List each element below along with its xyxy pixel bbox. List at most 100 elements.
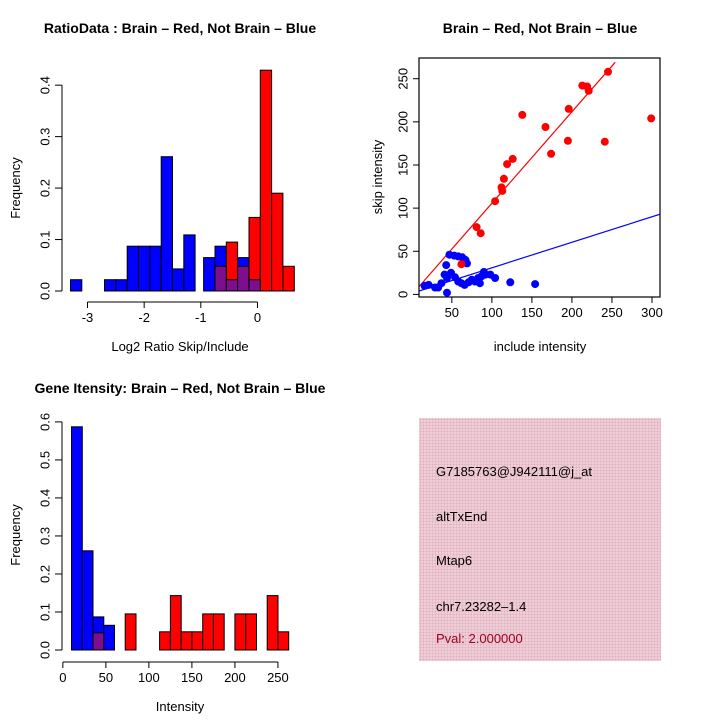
bar	[126, 245, 139, 292]
bar	[212, 613, 225, 651]
intensity-scatter-title: Brain – Red, Not Brain – Blue	[442, 20, 638, 36]
panel-intensity-scatter: 50 100 150 200 250 300 0 50 100 150 200 250 Brain –…	[360, 0, 720, 360]
y-tick-label: 0.4	[37, 76, 52, 94]
bar	[225, 279, 239, 292]
data-point	[604, 67, 612, 76]
data-point	[600, 137, 609, 146]
bar	[237, 265, 250, 292]
brain-fit-line	[419, 61, 616, 287]
y-tick-label: 100	[395, 197, 410, 219]
data-point	[491, 274, 500, 282]
y-tick-label: 0.0	[37, 282, 52, 300]
data-point	[472, 223, 481, 232]
x-tick-label: 50	[99, 670, 113, 685]
y-tick-label: 200	[395, 111, 410, 133]
probe-id-text: G7185763@J942111@j_at	[436, 464, 593, 479]
pval-text: Pval: 2.000000	[436, 631, 523, 646]
bar	[277, 631, 290, 651]
x-tick-label: 200	[561, 305, 583, 320]
bar	[245, 613, 257, 651]
y-tick-label: 0.2	[37, 179, 52, 197]
y-tick-label: 0.0	[37, 641, 52, 659]
bar	[266, 595, 279, 651]
y-tick-label: 50	[395, 244, 410, 258]
ratio-histogram-chart: -3 -2 -1 0 0.0 0.1 0.2 0.3 0.4	[37, 69, 295, 325]
x-tick-label: 250	[267, 670, 289, 685]
bar	[234, 613, 247, 651]
data-point	[476, 229, 485, 238]
data-point	[503, 160, 512, 169]
bar	[180, 631, 193, 651]
bar	[202, 613, 214, 651]
data-point	[541, 123, 550, 131]
bar	[203, 257, 216, 292]
y-tick-label: 150	[395, 154, 410, 176]
y-tick-label: 0	[395, 291, 410, 298]
series-not-brain-points	[420, 250, 540, 297]
bar	[183, 234, 196, 292]
y-tick-label: 0.1	[37, 231, 52, 249]
bar	[103, 624, 115, 651]
data-point	[475, 279, 484, 288]
x-tick-label: 200	[224, 670, 246, 685]
ratio-histogram-x-axis-label: Log2 Ratio Skip/Include	[111, 339, 249, 354]
y-tick-label: 0.4	[37, 489, 52, 507]
gene-intensity-histogram-title: Gene Itensity: Brain – Red, Not Brain – …	[34, 380, 326, 396]
series-brain-red	[225, 69, 295, 292]
data-point	[563, 136, 572, 145]
plot-box	[418, 57, 661, 298]
y-tick-label: 0.1	[37, 603, 52, 621]
x-tick-label: 0	[59, 670, 66, 685]
y-axis: 0 50 100 150 200 250	[395, 68, 419, 298]
data-point	[442, 261, 451, 270]
bar	[172, 268, 185, 292]
event-info-box: G7185763@J942111@j_at altTxEnd Mtap6 chr…	[419, 418, 661, 661]
bar	[149, 245, 162, 292]
x-tick-label: 150	[181, 670, 203, 685]
y-tick-label: 0.2	[37, 565, 52, 583]
data-point	[491, 197, 500, 206]
y-tick-label: 0.6	[37, 413, 52, 431]
data-point	[499, 174, 508, 183]
x-tick-label: 50	[445, 305, 459, 320]
data-point	[506, 278, 515, 287]
y-tick-label: 0.3	[37, 128, 52, 146]
bar	[81, 550, 94, 651]
data-point	[547, 149, 556, 158]
data-point	[584, 86, 593, 95]
data-point	[443, 288, 451, 297]
x-axis: 50 100 150 200 250 300	[445, 297, 663, 320]
ratio-histogram-title: RatioData : Brain – Red, Not Brain – Blu…	[43, 20, 317, 36]
series-brain-points	[457, 67, 656, 269]
gene-intensity-x-axis-label: Intensity	[155, 699, 205, 714]
y-tick-label: 0.3	[37, 527, 52, 545]
intensity-scatter-y-axis-label: skip intensity	[370, 139, 385, 215]
bar	[169, 595, 182, 651]
data-point	[647, 114, 656, 123]
bar	[191, 631, 204, 651]
bar	[92, 632, 105, 651]
location-text: chr7.23282–1.4	[436, 599, 527, 614]
x-tick-label: 150	[521, 305, 543, 320]
panel-gene-intensity-histogram: 0 50 100 150 200 250 0.0 0.1 0.2 0.3 0.4 0.5 0.6 Gen…	[0, 360, 360, 720]
y-axis: 0.0 0.1 0.2 0.3 0.4	[37, 76, 63, 300]
bar	[214, 265, 227, 292]
y-tick-label: 250	[395, 68, 410, 90]
bar	[71, 426, 83, 651]
x-tick-label: 0	[254, 310, 261, 325]
bar	[138, 245, 151, 292]
intensity-scatter-x-axis-label: include intensity	[493, 339, 587, 354]
gene-name-text: Mtap6	[436, 553, 473, 568]
x-tick-label: -1	[195, 310, 207, 325]
data-point	[457, 260, 466, 269]
bar	[159, 631, 171, 651]
bar	[104, 279, 117, 292]
bar	[271, 192, 284, 292]
series-not-brain-blue	[71, 426, 115, 651]
ratio-histogram-y-axis-label: Frequency	[8, 157, 23, 219]
bar	[282, 265, 295, 292]
gene-intensity-y-axis-label: Frequency	[8, 504, 23, 566]
x-axis: -3 -2 -1 0	[82, 301, 261, 325]
x-tick-label: 100	[138, 670, 160, 685]
